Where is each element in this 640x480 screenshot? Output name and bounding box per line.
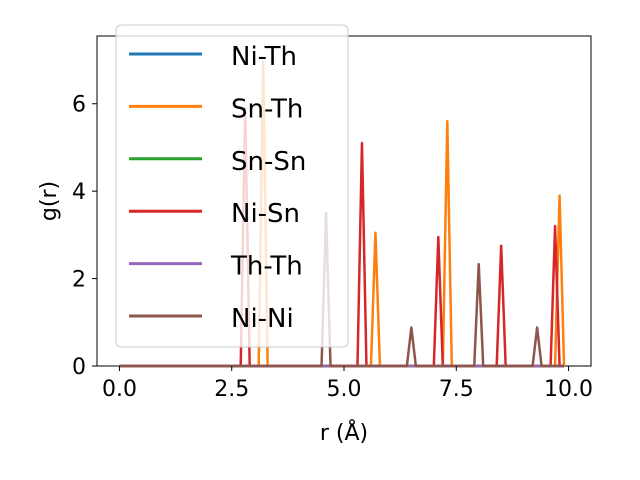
x-tick-label: 7.5 xyxy=(439,377,474,402)
legend-label: Sn-Sn xyxy=(231,147,306,177)
legend-label: Th-Th xyxy=(230,252,303,282)
x-tick-label: 10.0 xyxy=(544,377,593,402)
legend-label: Ni-Th xyxy=(231,42,297,72)
legend-entry: Th-Th xyxy=(129,252,303,282)
legend-items: Ni-Th Sn-Th Sn-Sn Ni-Sn Th-Th Ni-Ni xyxy=(129,42,306,334)
legend-entry: Ni-Ni xyxy=(129,304,294,334)
x-axis-label: r (Å) xyxy=(320,419,368,446)
legend-label: Sn-Th xyxy=(231,94,303,124)
y-tick-label: 4 xyxy=(72,180,86,205)
x-tick-label: 0.0 xyxy=(102,377,137,402)
legend-entry: Ni-Sn xyxy=(129,199,300,229)
y-tick-label: 0 xyxy=(72,355,86,380)
y-tick-label: 6 xyxy=(72,93,86,118)
legend-label: Ni-Sn xyxy=(231,199,300,229)
y-tick-label: 2 xyxy=(72,268,86,293)
x-tick-label: 5.0 xyxy=(327,377,362,402)
x-axis: 0.0 2.5 5.0 7.5 10.0 xyxy=(102,366,593,402)
x-tick-label: 2.5 xyxy=(214,377,249,402)
y-axis: 0 2 4 6 xyxy=(72,93,97,380)
legend-entry: Sn-Sn xyxy=(129,147,306,177)
legend-box xyxy=(115,24,349,348)
legend-label: Ni-Ni xyxy=(231,304,294,334)
legend: Ni-Th Sn-Th Sn-Sn Ni-Sn Th-Th Ni-Ni xyxy=(115,24,349,348)
y-axis-label: g(r) xyxy=(37,181,62,221)
legend-entry: Ni-Th xyxy=(129,42,297,72)
legend-entry: Sn-Th xyxy=(129,94,303,124)
